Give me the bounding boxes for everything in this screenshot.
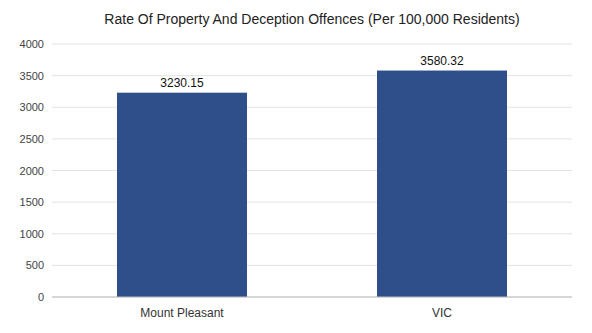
y-tick-label: 1500: [20, 196, 44, 208]
data-label: 3230.15: [160, 76, 204, 90]
x-tick-label: VIC: [432, 306, 452, 320]
title: Rate Of Property And Deception Offences …: [104, 11, 519, 27]
y-tick-label: 1000: [20, 228, 44, 240]
y-tick-label: 3500: [20, 70, 44, 82]
y-tick-label: 4000: [20, 38, 44, 50]
chart-container: Rate Of Property And Deception Offences …: [0, 0, 592, 333]
y-tick-label: 0: [38, 291, 44, 303]
bar: [117, 93, 247, 297]
bars: [117, 71, 507, 297]
grid-line: [52, 44, 572, 45]
grid-line: [52, 297, 572, 298]
chart: Rate Of Property And Deception Offences …: [0, 0, 592, 333]
y-tick-label: 2000: [20, 165, 44, 177]
x-tick-label: Mount Pleasant: [140, 306, 224, 320]
y-axis: 0 500 1000 1500 2000 2500 3000 3500 4000: [20, 38, 572, 303]
data-label: 3580.32: [420, 54, 464, 68]
y-tick-label: 3000: [20, 101, 44, 113]
x-axis-line: [52, 297, 572, 298]
y-tick-label: 2500: [20, 133, 44, 145]
bar: [377, 71, 507, 297]
y-tick-label: 500: [26, 259, 44, 271]
